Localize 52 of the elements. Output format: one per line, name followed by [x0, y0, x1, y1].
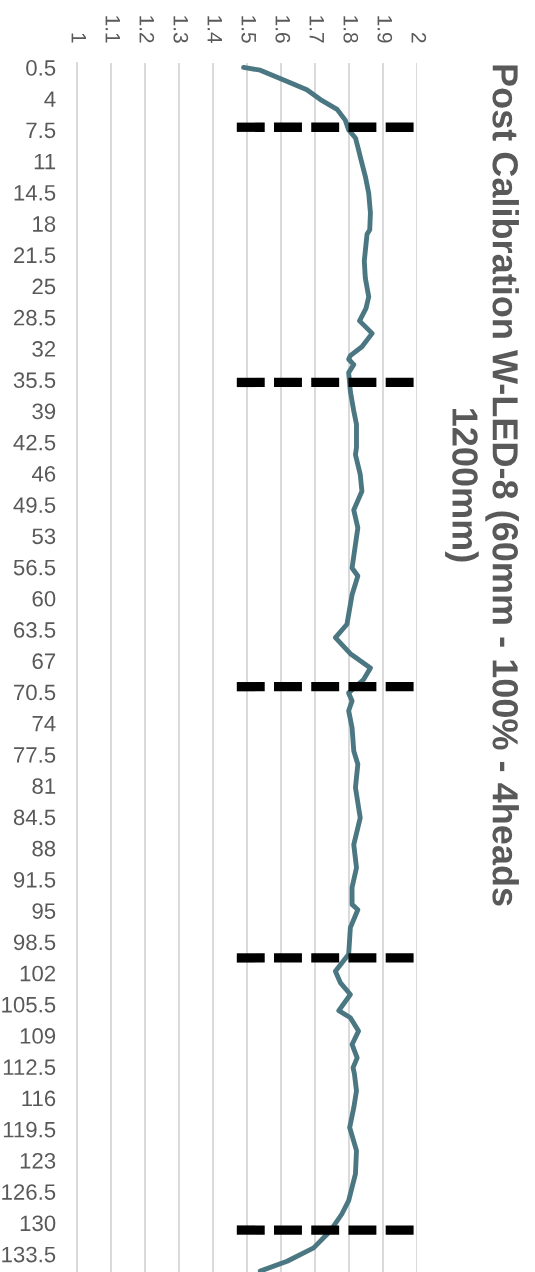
x-tick-label: 1.3	[173, 16, 189, 43]
y-tick-label: 28.5	[14, 309, 56, 326]
y-tick-label: 21.5	[14, 247, 56, 264]
y-tick-label: 46	[31, 465, 56, 482]
x-tick-label: 1.7	[309, 16, 324, 43]
y-tick-label: 35.5	[13, 372, 56, 389]
y-tick-label: 130	[20, 1215, 56, 1232]
x-tick-label: 1	[71, 33, 86, 43]
y-tick-label: 102	[20, 965, 56, 982]
y-tick-label: 63.5	[14, 622, 56, 638]
x-tick-label: 2	[411, 33, 427, 43]
y-tick-label: 11	[34, 153, 56, 170]
y-tick-label: 42.5	[13, 434, 56, 451]
y-tick-label: 56.5	[13, 559, 56, 576]
y-tick-label: 4	[44, 91, 56, 107]
y-tick-label: 70.5	[14, 684, 56, 701]
y-tick-label: 133.5	[2, 1246, 56, 1263]
y-tick-label: 126.5	[2, 1184, 56, 1200]
y-tick-label: 49.5	[13, 497, 56, 513]
y-tick-label: 109	[20, 1028, 56, 1044]
y-tick-label: 14.5	[14, 185, 56, 201]
y-tick-label: 77.5	[14, 747, 56, 763]
y-tick-label: 39	[32, 403, 56, 420]
y-tick-label: 81	[32, 778, 56, 794]
y-tick-label: 98.5	[13, 934, 56, 951]
y-tick-label: 105.5	[2, 996, 56, 1013]
y-tick-label: 112.5	[3, 1059, 56, 1076]
x-tick-label: 1.6	[275, 16, 291, 43]
y-tick-label: 53	[32, 528, 56, 545]
y-tick-label: 123	[20, 1153, 56, 1169]
y-tick-label: 32	[32, 341, 56, 357]
x-tick-label: 1.8	[343, 16, 359, 43]
y-tick-label: 7.5	[26, 122, 56, 139]
y-tick-label: 67	[32, 653, 56, 670]
y-tick-label: 95	[32, 903, 56, 919]
x-tick-label: 1.4	[207, 16, 222, 43]
x-tick-label: 1.9	[377, 16, 393, 43]
x-tick-label: 1.1	[105, 16, 120, 43]
y-tick-label: 91.5	[13, 871, 56, 888]
line-series	[241, 65, 375, 1272]
y-tick-label: 119.5	[3, 1121, 56, 1138]
x-tick-label: 1.2	[139, 16, 155, 43]
y-tick-label: 116	[22, 1090, 56, 1107]
y-tick-label: 60	[32, 590, 56, 607]
text: Post Calibration W-LED-8 (60mm - 100% - 4heads 1200mm)	[445, 65, 519, 906]
y-tick-label: 18	[33, 216, 56, 232]
x-tick-label: 1.5	[241, 16, 256, 43]
y-tick-label: 88	[32, 840, 56, 857]
y-tick-label: 74	[32, 716, 56, 732]
y-tick-label: 0.5	[26, 60, 56, 76]
y-tick-label: 25	[32, 278, 56, 295]
y-tick-label: 84.5	[13, 809, 56, 826]
